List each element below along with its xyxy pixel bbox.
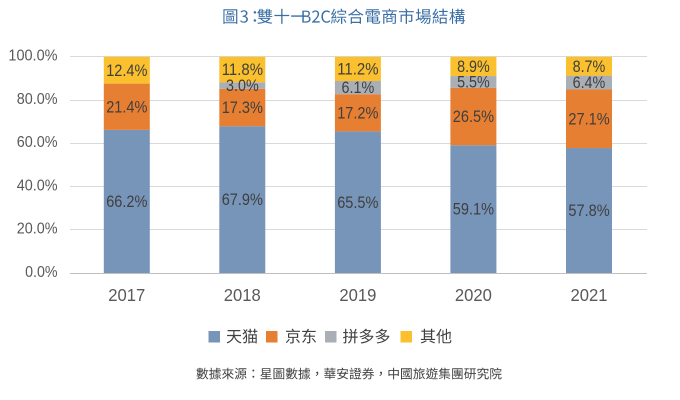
svg-text:60.0%: 60.0%	[17, 134, 58, 151]
svg-text:21.4%: 21.4%	[106, 98, 148, 116]
svg-text:3.0%: 3.0%	[226, 77, 259, 95]
svg-text:11.2%: 11.2%	[337, 61, 379, 79]
svg-text:57.8%: 57.8%	[568, 202, 610, 220]
svg-text:2021: 2021	[571, 285, 608, 305]
svg-text:2020: 2020	[455, 285, 492, 305]
svg-text:5.5%: 5.5%	[457, 74, 490, 92]
svg-text:6.1%: 6.1%	[342, 79, 375, 97]
svg-text:12.4%: 12.4%	[106, 62, 148, 80]
svg-text:20.0%: 20.0%	[17, 221, 58, 238]
svg-text:80.0%: 80.0%	[17, 91, 58, 108]
svg-text:40.0%: 40.0%	[17, 177, 58, 194]
svg-text:17.2%: 17.2%	[337, 104, 379, 122]
svg-text:2018: 2018	[224, 285, 261, 305]
svg-text:67.9%: 67.9%	[222, 191, 264, 209]
svg-text:59.1%: 59.1%	[453, 201, 495, 219]
svg-text:8.7%: 8.7%	[573, 58, 606, 76]
svg-text:65.5%: 65.5%	[337, 194, 379, 212]
svg-text:100.0%: 100.0%	[8, 48, 57, 65]
svg-text:2019: 2019	[339, 285, 376, 305]
svg-text:0.0%: 0.0%	[25, 264, 57, 281]
svg-text:26.5%: 26.5%	[453, 108, 495, 126]
svg-text:66.2%: 66.2%	[106, 193, 148, 211]
svg-text:11.8%: 11.8%	[222, 61, 264, 79]
svg-text:6.4%: 6.4%	[573, 74, 606, 92]
svg-text:17.3%: 17.3%	[222, 99, 264, 117]
svg-text:8.9%: 8.9%	[457, 58, 490, 76]
svg-text:27.1%: 27.1%	[568, 110, 610, 128]
svg-text:2017: 2017	[108, 285, 145, 305]
